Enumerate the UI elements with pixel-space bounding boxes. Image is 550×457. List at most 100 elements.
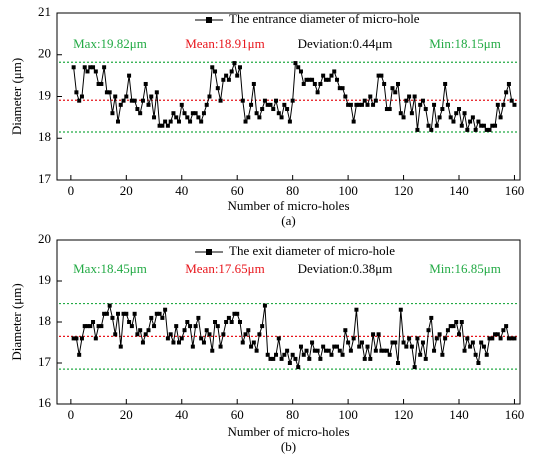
legend-label: The entrance diameter of micro-hole [229, 11, 420, 26]
x-tick-label: 40 [175, 183, 188, 198]
data-point [509, 98, 514, 103]
data-point [504, 90, 509, 95]
data-point [357, 102, 362, 107]
data-point [127, 320, 132, 324]
data-point [457, 332, 462, 337]
data-point [96, 81, 101, 86]
data-point [165, 123, 170, 128]
data-point [296, 65, 301, 70]
data-point [149, 94, 154, 99]
data-point [210, 348, 215, 353]
data-point [213, 69, 218, 74]
data-point [71, 65, 76, 70]
data-point [462, 111, 467, 116]
data-point [268, 102, 273, 107]
data-point [490, 123, 495, 128]
x-tick-label: 160 [505, 183, 525, 198]
data-point [412, 94, 417, 99]
data-point [143, 81, 148, 86]
data-point [127, 73, 132, 78]
data-point [146, 102, 151, 107]
data-point [476, 119, 481, 124]
data-point [85, 69, 90, 74]
data-point [240, 98, 245, 103]
data-point [279, 356, 284, 361]
data-point [104, 90, 109, 95]
data-point [487, 127, 492, 132]
data-point [152, 324, 157, 329]
data-point [176, 119, 181, 124]
stat-label: Min:16.85μm [429, 261, 501, 276]
data-point [346, 340, 351, 345]
data-point [465, 336, 470, 341]
data-point [193, 111, 198, 116]
data-point [254, 111, 259, 116]
data-point [218, 98, 223, 103]
data-point [412, 365, 417, 370]
data-point [182, 111, 187, 116]
x-tick-label: 40 [175, 407, 188, 422]
data-point [276, 111, 281, 116]
data-point [448, 115, 453, 120]
x-tick-label: 60 [231, 183, 244, 198]
data-point [298, 344, 303, 349]
data-point [115, 311, 120, 316]
data-point [490, 336, 495, 341]
data-point [129, 324, 134, 329]
data-point [157, 311, 162, 316]
data-point [448, 324, 453, 329]
data-point [135, 332, 140, 337]
data-point [174, 115, 179, 120]
data-point [154, 90, 159, 95]
data-point [382, 348, 387, 353]
data-point [384, 348, 389, 353]
data-point [215, 324, 220, 329]
data-point [501, 328, 506, 333]
data-point [107, 90, 112, 95]
data-point [271, 107, 276, 112]
data-point [468, 119, 473, 124]
data-point [265, 352, 270, 357]
data-point [407, 336, 412, 341]
data-point [401, 115, 406, 120]
data-point [215, 86, 220, 91]
data-point [335, 77, 340, 82]
data-point [204, 102, 209, 107]
data-point [168, 119, 173, 124]
data-point [307, 77, 312, 82]
data-point [218, 344, 223, 349]
data-point [418, 102, 423, 107]
data-point [251, 340, 256, 345]
data-point [79, 94, 84, 99]
data-point [171, 111, 176, 116]
data-point [323, 77, 328, 82]
data-point [74, 336, 79, 341]
data-point [265, 102, 270, 107]
data-point [390, 86, 395, 91]
data-point [454, 111, 459, 116]
data-point [229, 69, 234, 74]
data-point [376, 73, 381, 78]
data-point [140, 340, 145, 345]
data-point [335, 344, 340, 349]
data-point [506, 81, 511, 86]
data-point [373, 348, 378, 353]
data-point [77, 352, 82, 357]
data-point [315, 90, 320, 95]
data-point [343, 328, 348, 333]
data-point [473, 127, 478, 132]
data-point [77, 98, 82, 103]
data-point [304, 77, 309, 82]
data-point [409, 344, 414, 349]
x-tick-label: 160 [505, 407, 525, 422]
data-point [368, 356, 373, 361]
data-point [481, 344, 486, 349]
x-tick-label: 20 [120, 183, 133, 198]
data-point [348, 348, 353, 353]
x-axis-label: Number of micro-holes [227, 198, 349, 213]
x-axis-label: Number of micro-holes [227, 424, 349, 439]
data-point [110, 111, 115, 116]
data-point [440, 352, 445, 357]
data-point [196, 115, 201, 120]
data-point [235, 73, 240, 78]
